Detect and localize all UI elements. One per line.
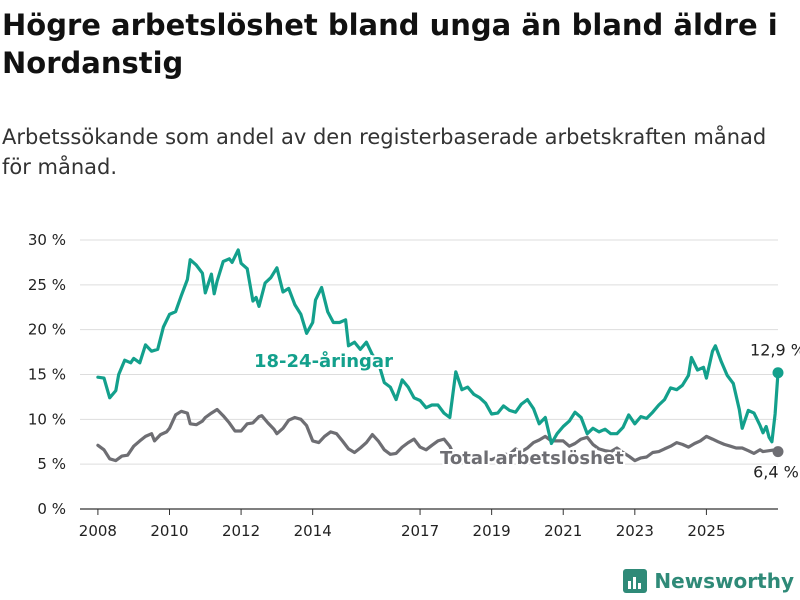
y-tick-label: 30 % — [28, 231, 66, 249]
series-line-youth — [96, 248, 780, 446]
x-tick-label: 2008 — [79, 522, 117, 540]
chart-subtitle: Arbetssökande som andel av den registerb… — [2, 125, 767, 179]
series-labels: 18-24-åringar Total arbetslöshet 12,9 % 6,4… — [252, 341, 800, 482]
y-tick-label: 5 % — [37, 455, 66, 473]
y-tick-label: 0 % — [37, 500, 66, 518]
series-line-total — [96, 407, 780, 466]
x-axis: 2008 2010 2012 2014 2017 2019 2021 2023 2025 — [79, 509, 726, 540]
series-name-total: Total arbetslöshet — [440, 448, 624, 469]
x-tick-label: 2023 — [616, 522, 654, 540]
y-axis: 0 % 5 % 10 % 15 % 20 % 25 % 30 % — [28, 231, 66, 518]
x-tick-label: 2019 — [473, 522, 511, 540]
x-tick-label: 2017 — [401, 522, 439, 540]
series-name-youth: 18-24-åringar — [254, 350, 393, 372]
end-value-total: 6,4 % — [753, 463, 799, 482]
x-tick-label: 2025 — [687, 522, 725, 540]
x-tick-label: 2021 — [544, 522, 582, 540]
grid-lines — [80, 239, 778, 510]
x-tick-label: 2010 — [150, 522, 188, 540]
y-tick-label: 20 % — [28, 321, 66, 339]
y-tick-label: 25 % — [28, 276, 66, 294]
y-tick-label: 15 % — [28, 366, 66, 384]
x-tick-label: 2012 — [222, 522, 260, 540]
end-value-youth: 12,9 % — [750, 341, 800, 360]
end-marker-total — [772, 446, 784, 458]
end-marker-youth — [772, 367, 784, 379]
newsworthy-logo: Newsworthy — [622, 568, 794, 594]
newsworthy-logo-icon — [623, 569, 648, 593]
series-layer — [96, 248, 784, 466]
chart-title: Högre arbetslöshet bland unga än bland ä… — [2, 8, 778, 80]
newsworthy-logo-text: Newsworthy — [654, 569, 794, 593]
x-tick-label: 2014 — [294, 522, 332, 540]
y-tick-label: 10 % — [28, 410, 66, 428]
